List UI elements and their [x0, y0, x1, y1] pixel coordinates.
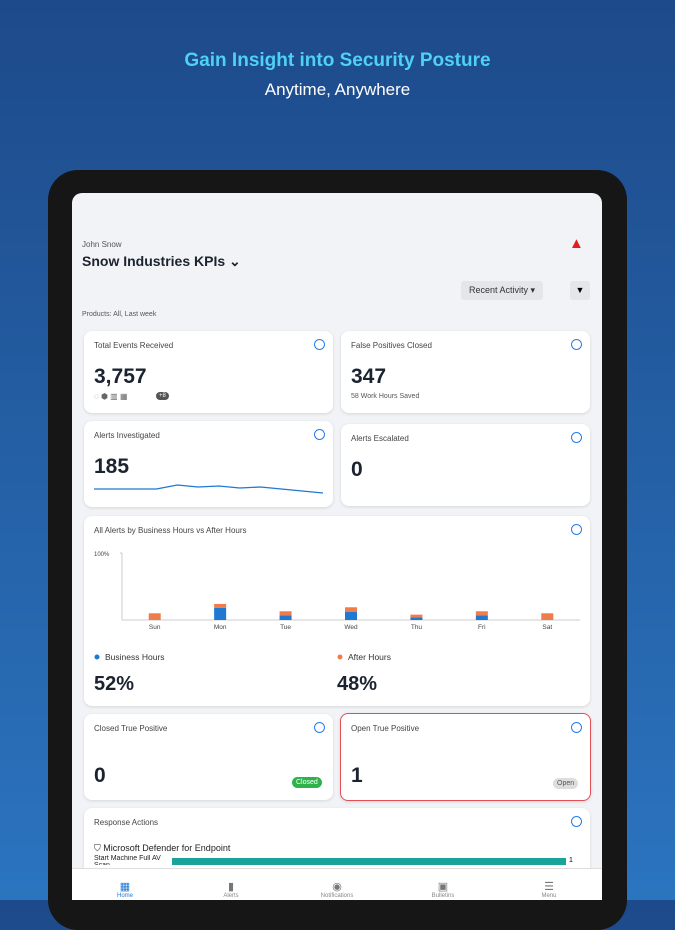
vendor: ⛉ Microsoft Defender for Endpoint — [94, 843, 231, 853]
info-icon[interactable] — [571, 339, 582, 350]
status-badge: Open — [553, 778, 579, 789]
x-tick-label: Fri — [478, 624, 486, 631]
bar-segment — [410, 617, 423, 620]
false-positives-card[interactable]: False Positives Closed 347 58 Work Hours… — [341, 331, 590, 413]
info-icon[interactable] — [314, 339, 325, 350]
bar-segment — [214, 607, 227, 620]
sparkline — [94, 484, 324, 494]
subheadline: Anytime, Anywhere — [264, 80, 411, 99]
nav-item[interactable]: ☰ Menu — [519, 880, 579, 899]
nav-label: Bulletins — [431, 893, 455, 899]
card-label: Alerts Escalated — [351, 434, 409, 443]
x-tick-label: Tue — [280, 624, 291, 631]
nav-icon: ☰ — [544, 881, 554, 893]
chart-title: All Alerts by Business Hours vs After Ho… — [94, 526, 247, 535]
nav-icon: ▮ — [227, 881, 235, 893]
legend-label: Business Hours — [105, 652, 165, 662]
bar-segment — [410, 614, 423, 618]
bar-segment — [279, 615, 292, 620]
action-count: 1 — [569, 857, 573, 864]
legend-total: 52% — [94, 673, 134, 695]
card-label: Open True Positive — [351, 724, 420, 733]
headline: Gain Insight into Security Posture — [184, 50, 491, 71]
card-value: 1 — [351, 764, 363, 787]
card-value: 347 — [351, 365, 387, 388]
card-value: 0 — [94, 764, 106, 787]
nav-icon: ◉ — [332, 881, 342, 893]
filter-icon[interactable]: ▼ — [570, 281, 590, 300]
legend-total: 48% — [337, 673, 377, 695]
product-icons: ◌ ⬢ ▥ ▦ — [94, 392, 128, 401]
status-badge: Closed — [292, 777, 322, 788]
filter-dropdown[interactable]: Recent Activity ▾ — [461, 281, 544, 300]
card-label: False Positives Closed — [351, 341, 432, 350]
screen: John Snow Snow Industries KPIs ⌄ ▲ Recen… — [72, 193, 602, 900]
bottom-nav: ▦ Home ▮ Alerts ◉ Notifications ▣ Bulletins ☰ Men… — [72, 868, 602, 900]
legend-label: After Hours — [348, 652, 391, 662]
bar-segment — [541, 613, 554, 620]
sparkline-line — [94, 484, 324, 494]
bar-segment — [475, 615, 488, 620]
more-badge: +8 — [156, 392, 169, 400]
bar-segment — [475, 611, 488, 616]
legend-dot — [94, 654, 100, 660]
info-icon[interactable] — [314, 722, 325, 733]
alerts-investigated-card[interactable]: Alerts Investigated 185 — [84, 421, 333, 507]
alerts-escalated-card[interactable]: Alerts Escalated 0 — [341, 424, 590, 506]
products-filter: Products: All, Last week — [82, 311, 157, 318]
open-tp-card[interactable]: Open True Positive 1 Open — [340, 713, 591, 801]
nav-icon: ▦ — [119, 881, 131, 893]
x-tick-label: Mon — [214, 624, 227, 631]
chart-card: All Alerts by Business Hours vs After Ho… — [84, 516, 590, 706]
dashboard-title[interactable]: Snow Industries KPIs ⌄ — [82, 253, 241, 269]
dashboard-name: Snow Industries KPIs — [82, 253, 226, 269]
nav-item[interactable]: ▦ Home — [95, 880, 155, 899]
card-note: 58 Work Hours Saved — [351, 393, 420, 400]
bar-segment — [345, 611, 357, 620]
info-icon[interactable] — [571, 816, 582, 827]
nav-item[interactable]: ▮ Alerts — [201, 880, 261, 899]
info-icon[interactable] — [571, 722, 582, 733]
legend-dot — [337, 654, 343, 660]
closed-tp-card[interactable]: Closed True Positive 0 Closed — [84, 714, 333, 800]
nav-item[interactable]: ◉ Notifications — [307, 880, 367, 899]
card-label: Total Events Received — [94, 341, 174, 350]
card-label: Response Actions — [94, 818, 159, 827]
action: Start Machine Full AV Scan — [94, 855, 161, 865]
action-bar — [172, 858, 566, 865]
bar-segment — [214, 603, 227, 608]
card-value: 0 — [351, 458, 363, 481]
total-events-card[interactable]: Total Events Received 3,757 ◌ ⬢ ▥ ▦ +8 — [84, 331, 333, 413]
card-label: Closed True Positive — [94, 724, 168, 733]
chart: 100% Sun Mon Tue Wed Thu Fri Sat Business Hours 5… — [94, 552, 580, 695]
nav-label: Home — [116, 893, 133, 899]
x-tick-label: Wed — [344, 624, 358, 631]
nav-label: Menu — [541, 893, 557, 899]
x-tick-label: Sun — [149, 624, 161, 631]
filter-label: Recent Activity — [469, 285, 529, 295]
bar-segment — [279, 611, 292, 616]
nav-label: Alerts — [223, 893, 239, 899]
alert-icon[interactable]: ▲ — [569, 235, 584, 252]
y-tick-label: 100% — [94, 552, 110, 558]
info-icon[interactable] — [571, 524, 582, 535]
info-icon[interactable] — [571, 432, 582, 443]
bar-segment — [345, 607, 357, 612]
card-label: Alerts Investigated — [94, 431, 160, 440]
card-value: 185 — [94, 455, 130, 478]
info-icon[interactable] — [314, 429, 325, 440]
x-tick-label: Sat — [542, 624, 552, 631]
nav-icon: ▣ — [437, 881, 449, 893]
nav-label: Notifications — [320, 893, 354, 899]
x-tick-label: Thu — [411, 624, 423, 631]
bar-segment — [148, 613, 161, 620]
vendor-name: Microsoft Defender for Endpoint — [103, 843, 231, 853]
user-name: John Snow — [82, 240, 122, 249]
card-value: 3,757 — [94, 365, 147, 388]
nav-item[interactable]: ▣ Bulletins — [413, 880, 473, 899]
